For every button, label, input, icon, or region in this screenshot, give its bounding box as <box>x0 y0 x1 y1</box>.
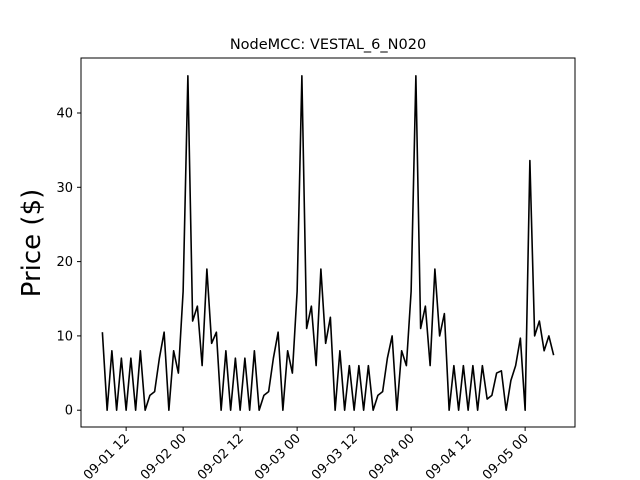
x-tick-label: 09-04 00 <box>366 431 418 480</box>
y-axis-label: Price ($) <box>17 189 47 298</box>
x-tick-label: 09-03 00 <box>252 431 304 480</box>
y-tick-label: 30 <box>56 181 73 196</box>
x-tick-label: 09-02 12 <box>195 431 247 480</box>
y-tick-label: 40 <box>56 106 73 121</box>
x-tick-label: 09-05 00 <box>480 431 532 480</box>
chart-title: NodeMCC: VESTAL_6_N020 <box>230 37 426 53</box>
price-line <box>101 75 555 412</box>
x-tick-label: 09-03 12 <box>309 431 361 480</box>
plot-frame <box>80 57 576 428</box>
x-tick-label: 09-04 12 <box>423 431 475 480</box>
y-tick-label: 20 <box>56 255 73 270</box>
y-tick-label: 0 <box>65 404 73 419</box>
x-tick-label: 09-01 12 <box>81 431 133 480</box>
y-tick-label: 10 <box>56 329 73 344</box>
x-tick-label: 09-02 00 <box>138 431 190 480</box>
